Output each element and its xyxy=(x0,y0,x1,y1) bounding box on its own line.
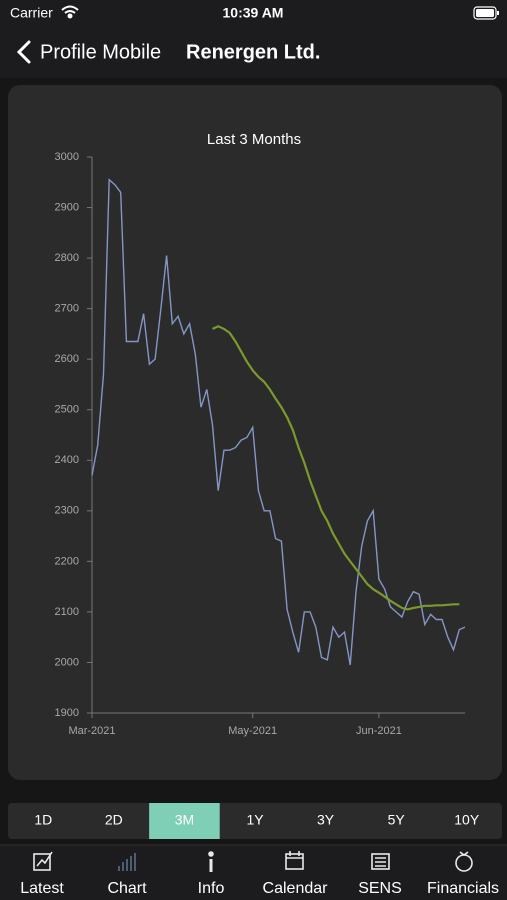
x-tick-label: Jun-2021 xyxy=(356,725,402,737)
tabs: Latest Chart Info Calendar SENS Financials xyxy=(20,880,499,897)
tab-bar xyxy=(0,845,507,900)
y-tick-label: 2900 xyxy=(55,201,79,213)
series-line xyxy=(91,178,466,666)
range-buttons: 1D 2D 3M 1Y 3Y 5Y 10Y xyxy=(34,803,480,839)
tab-label[interactable]: Financials xyxy=(427,880,499,897)
y-tick-label: 2000 xyxy=(55,656,79,668)
y-tick-label: 2500 xyxy=(55,404,79,416)
latest-icon xyxy=(33,851,53,871)
x-tick-label: May-2021 xyxy=(228,725,277,737)
range-button[interactable]: 3Y xyxy=(317,812,335,828)
wifi-icon xyxy=(61,5,79,19)
back-button[interactable]: Profile Mobile xyxy=(40,41,161,63)
range-button[interactable]: 10Y xyxy=(454,812,480,828)
tab-label[interactable]: Latest xyxy=(20,880,64,897)
calendar-icon xyxy=(285,851,304,870)
tab-label[interactable]: Calendar xyxy=(263,880,329,897)
tab-label[interactable]: Chart xyxy=(107,880,147,897)
financials-icon xyxy=(455,851,473,872)
tab-label[interactable]: SENS xyxy=(358,880,402,897)
y-tick-label: 2600 xyxy=(55,353,79,365)
nav-title: Renergen Ltd. xyxy=(186,41,320,63)
y-tick-label: 3000 xyxy=(55,151,79,163)
range-button[interactable]: 1D xyxy=(34,812,52,828)
series-line xyxy=(212,325,460,611)
tab-label[interactable]: Info xyxy=(198,880,225,897)
y-tick-label: 2400 xyxy=(55,454,79,466)
nav-bar xyxy=(0,28,507,78)
sens-icon xyxy=(371,853,390,870)
battery-icon xyxy=(473,6,499,20)
y-tick-label: 2300 xyxy=(55,505,79,517)
range-button[interactable]: 3M xyxy=(175,812,194,828)
y-tick-label: 2700 xyxy=(55,303,79,315)
range-bar xyxy=(8,803,502,839)
range-button[interactable]: 5Y xyxy=(388,812,406,828)
chart-card xyxy=(8,85,502,780)
chart-icon xyxy=(118,853,136,871)
y-tick-label: 2100 xyxy=(55,606,79,618)
x-tick-label: Mar-2021 xyxy=(68,725,115,737)
range-button[interactable]: 1Y xyxy=(246,812,264,828)
back-chevron[interactable] xyxy=(16,40,31,64)
chart: 1900 2000 2100 2200 2300 2400 2500 2600 2700 2800… xyxy=(55,151,466,737)
y-tick-label: 1900 xyxy=(55,707,79,719)
clock: 10:39 AM xyxy=(223,5,284,21)
chart-title: Last 3 Months xyxy=(207,131,301,148)
y-tick-label: 2800 xyxy=(55,252,79,264)
carrier: Carrier xyxy=(10,5,53,21)
y-tick-label: 2200 xyxy=(55,555,79,567)
range-selected xyxy=(149,803,220,839)
range-button[interactable]: 2D xyxy=(105,812,123,828)
info-icon xyxy=(208,851,214,872)
